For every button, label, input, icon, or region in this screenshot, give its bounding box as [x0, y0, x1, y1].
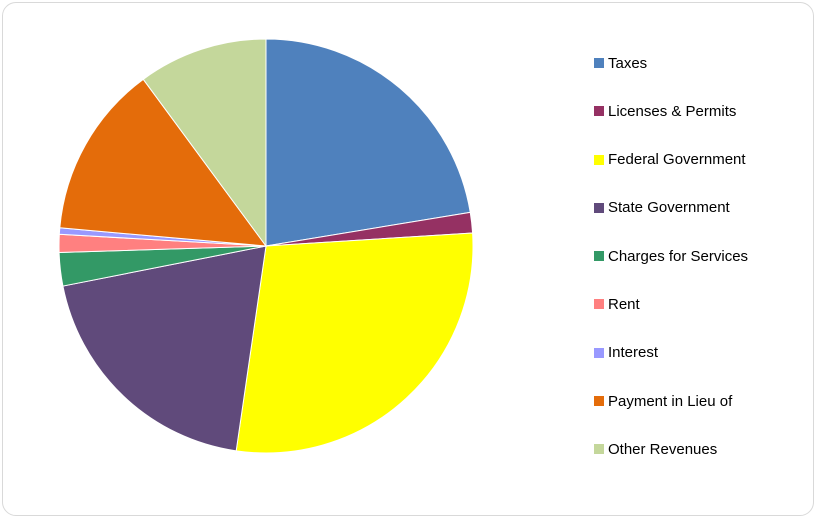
- legend-label: Charges for Services: [608, 247, 749, 265]
- legend-swatch: [594, 106, 604, 117]
- legend-swatch: [594, 202, 604, 213]
- pie-slice-state-government: [62, 245, 267, 452]
- legend-item-rent: Rent: [594, 292, 748, 316]
- legend-item-taxes: Taxes: [594, 51, 748, 75]
- legend-label: Taxes: [608, 54, 648, 72]
- pie-slice-taxes: [265, 38, 471, 247]
- pie-slice-payment-in-lieu-of: [59, 78, 268, 247]
- legend-swatch: [594, 444, 604, 455]
- pie-slice-other-revenues: [142, 38, 267, 248]
- chart-legend: Taxes Licenses & Permits Federal Governmen…: [594, 51, 748, 486]
- legend-label: Licenses & Permits: [608, 102, 737, 120]
- legend-label: Other Revenues: [608, 440, 718, 458]
- legend-swatch: [594, 58, 604, 68]
- legend-label: Interest: [608, 344, 659, 362]
- legend-swatch: [594, 347, 604, 358]
- legend-label: State Government: [608, 199, 730, 217]
- legend-item-state-government: State Government: [594, 196, 748, 220]
- legend-label: Payment in Lieu of: [608, 392, 733, 410]
- legend-swatch: [594, 396, 604, 407]
- legend-item-federal-government: Federal Government: [594, 148, 748, 172]
- legend-swatch: [594, 299, 604, 310]
- legend-item-other-revenues: Other Revenues: [594, 437, 748, 461]
- legend-swatch: [594, 251, 604, 262]
- legend-item-charges-for-services: Charges for Services: [594, 244, 748, 268]
- legend-item-licenses-permits: Licenses & Permits: [594, 99, 748, 123]
- legend-item-interest: Interest: [594, 341, 748, 365]
- legend-item-payment-in-lieu-of: Payment in Lieu of: [594, 389, 748, 413]
- pie-slice-federal-government: [235, 232, 474, 454]
- legend-swatch: [594, 154, 604, 165]
- legend-label: Federal Government: [608, 151, 746, 169]
- legend-label: Rent: [608, 295, 640, 313]
